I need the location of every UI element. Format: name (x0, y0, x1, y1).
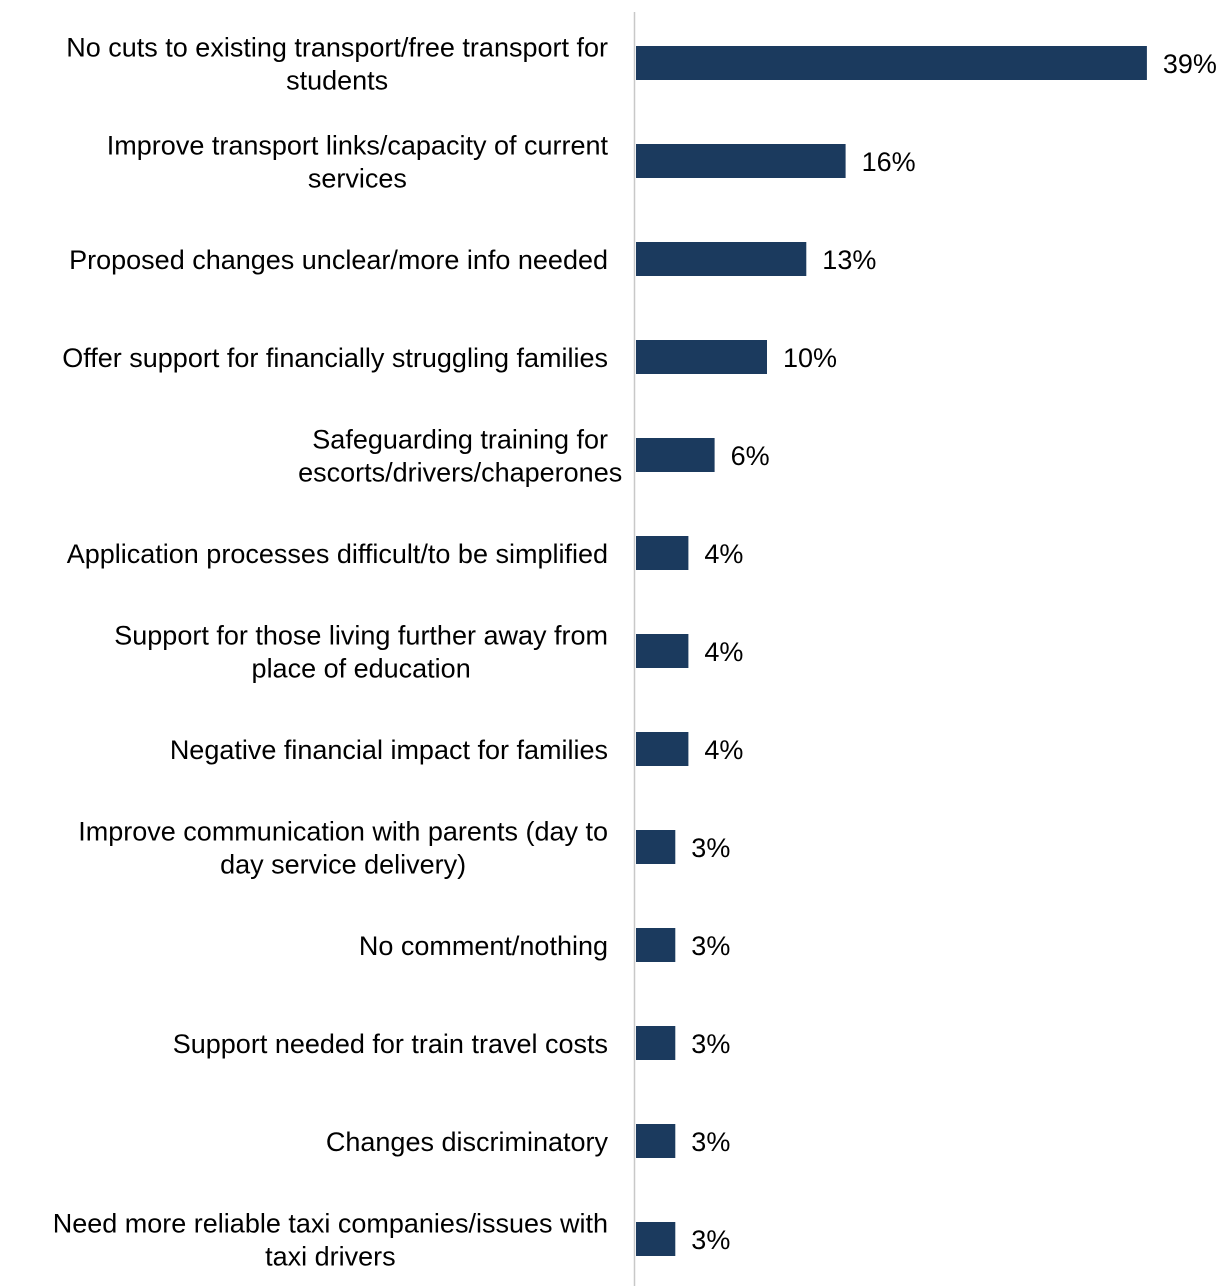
bar (636, 1222, 676, 1256)
category-label: Support needed for train travel costs (173, 1029, 608, 1059)
bar (636, 340, 767, 374)
category-label: Support for those living further away fr… (114, 621, 608, 651)
category-label: Negative financial impact for families (170, 735, 608, 765)
bar-value-label: 4% (704, 735, 743, 765)
category-label: Offer support for financially struggling… (62, 343, 608, 373)
bar (636, 438, 715, 472)
category-label: No cuts to existing transport/free trans… (66, 33, 608, 63)
bar-value-label: 3% (691, 1029, 730, 1059)
bar-value-label: 3% (691, 931, 730, 961)
category-label: Improve transport links/capacity of curr… (107, 131, 609, 161)
bar-value-label: 4% (704, 637, 743, 667)
bar (636, 830, 676, 864)
category-label: escorts/drivers/chaperones (298, 458, 622, 488)
bar (636, 144, 846, 178)
bar-value-label: 3% (691, 1127, 730, 1157)
bar-value-label: 3% (691, 1225, 730, 1255)
value-labels-group: 39% 16% 13% 10% 6% 4% 4% 4% 3% 3% 3% 3% 3% (691, 49, 1217, 1255)
category-label: day service delivery) (220, 850, 466, 880)
category-label: Proposed changes unclear/more info neede… (69, 245, 608, 275)
bar-value-label: 13% (822, 245, 876, 275)
bar-value-label: 39% (1163, 49, 1217, 79)
bar (636, 732, 689, 766)
category-label: services (308, 164, 407, 194)
bar (636, 536, 689, 570)
category-label: Changes discriminatory (326, 1127, 609, 1157)
category-label: students (286, 66, 388, 96)
bar-value-label: 6% (731, 441, 770, 471)
bar-value-label: 4% (704, 539, 743, 569)
category-labels-group: No cuts to existing transport/free trans… (53, 33, 622, 1272)
category-label: Improve communication with parents (day … (78, 817, 608, 847)
bars-group (636, 46, 1147, 1256)
bar-value-label: 3% (691, 833, 730, 863)
category-label: Safeguarding training for (312, 425, 608, 455)
bar (636, 1124, 676, 1158)
category-label: place of education (252, 654, 471, 684)
bar (636, 928, 676, 962)
category-label: No comment/nothing (359, 931, 608, 961)
category-label: Application processes difficult/to be si… (67, 539, 608, 569)
category-label: Need more reliable taxi companies/issues… (53, 1209, 608, 1239)
bar (636, 242, 807, 276)
bar (636, 1026, 676, 1060)
bar-value-label: 10% (783, 343, 837, 373)
category-label: taxi drivers (265, 1242, 396, 1272)
bar-value-label: 16% (862, 147, 916, 177)
bar (636, 634, 689, 668)
bar (636, 46, 1147, 80)
